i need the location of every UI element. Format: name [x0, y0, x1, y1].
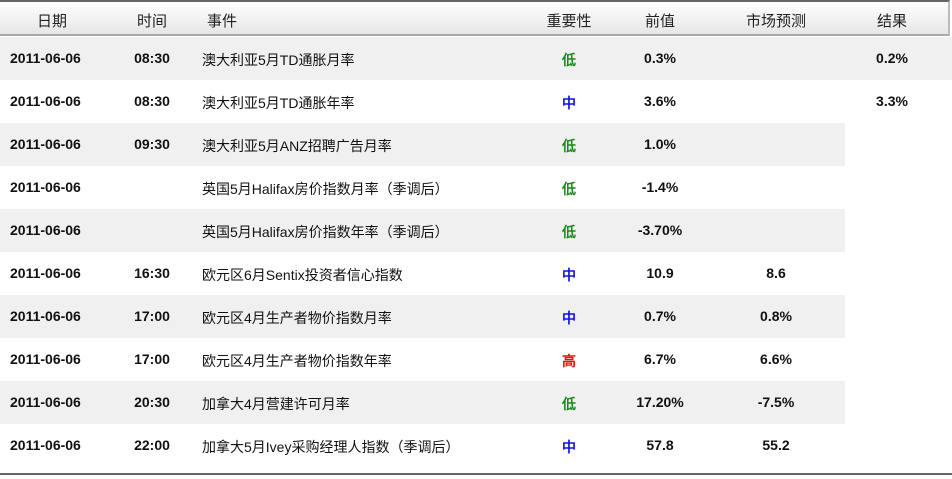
table-bottom-border [0, 473, 952, 475]
cell-importance: 中 [562, 439, 576, 455]
cell-date: 2011-06-06 [10, 437, 81, 453]
cell-date: 2011-06-06 [10, 50, 81, 66]
cell-time: 20:30 [134, 394, 170, 410]
cell-previous: 3.6% [644, 93, 676, 109]
cell-date: 2011-06-06 [10, 394, 81, 410]
cell-forecast: 8.6 [766, 265, 786, 281]
table-row[interactable]: 2011-06-06 16:30 欧元区6月Sentix投资者信心指数 中 10… [0, 252, 952, 295]
cell-date: 2011-06-06 [10, 136, 81, 152]
cell-time: 17:00 [134, 308, 170, 324]
cell-result: 3.3% [876, 93, 908, 109]
table-row[interactable]: 2011-06-06 英国5月Halifax房价指数月率（季调后） 低 -1.4… [0, 166, 952, 209]
cell-previous: 0.3% [644, 50, 676, 66]
cell-previous: 0.7% [644, 308, 676, 324]
cell-time: 08:30 [134, 93, 170, 109]
cell-previous: 6.7% [644, 351, 676, 367]
cell-date: 2011-06-06 [10, 222, 81, 238]
cell-forecast: 0.8% [760, 308, 792, 324]
row-background [0, 37, 952, 80]
cell-importance: 中 [562, 267, 576, 283]
row-background [0, 209, 845, 252]
row-background [0, 295, 845, 338]
cell-event[interactable]: 英国5月Halifax房价指数月率（季调后） [202, 181, 449, 197]
cell-previous: -1.4% [641, 179, 679, 195]
header-previous[interactable]: 前值 [644, 13, 676, 30]
cell-event[interactable]: 澳大利亚5月ANZ招聘广告月率 [202, 138, 392, 154]
table-row[interactable]: 2011-06-06 英国5月Halifax房价指数年率（季调后） 低 -3.7… [0, 209, 952, 252]
cell-date: 2011-06-06 [10, 351, 81, 367]
cell-importance: 低 [562, 181, 576, 197]
cell-event[interactable]: 加拿大4月营建许可月率 [202, 396, 350, 412]
header-importance[interactable]: 重要性 [546, 13, 592, 30]
cell-event[interactable]: 加拿大5月Ivey采购经理人指数（季调后） [202, 439, 460, 455]
cell-event[interactable]: 欧元区6月Sentix投资者信心指数 [202, 267, 403, 283]
cell-importance: 中 [562, 310, 576, 326]
table-row[interactable]: 2011-06-06 17:00 欧元区4月生产者物价指数月率 中 0.7% 0… [0, 295, 952, 338]
header-time[interactable]: 时间 [136, 13, 168, 30]
cell-date: 2011-06-06 [10, 265, 81, 281]
table-row[interactable]: 2011-06-06 20:30 加拿大4月营建许可月率 低 17.20% -7… [0, 381, 952, 424]
cell-time: 22:00 [134, 437, 170, 453]
cell-previous: -3.70% [637, 222, 683, 238]
cell-forecast: -7.5% [757, 394, 795, 410]
table-row[interactable]: 2011-06-06 17:00 欧元区4月生产者物价指数年率 高 6.7% 6… [0, 338, 952, 381]
cell-importance: 低 [562, 52, 576, 68]
cell-importance: 低 [562, 224, 576, 240]
cell-previous: 57.8 [646, 437, 674, 453]
header-event[interactable]: 事件 [207, 13, 238, 30]
cell-event[interactable]: 欧元区4月生产者物价指数年率 [202, 353, 392, 369]
header-forecast[interactable]: 市场预测 [745, 13, 807, 30]
table-row[interactable]: 2011-06-06 08:30 澳大利亚5月TD通胀年率 中 3.6% 3.3… [0, 80, 952, 123]
cell-time: 09:30 [134, 136, 170, 152]
cell-event[interactable]: 澳大利亚5月TD通胀月率 [202, 52, 355, 68]
cell-time: 08:30 [134, 50, 170, 66]
header-result[interactable]: 结果 [876, 13, 908, 30]
cell-previous: 1.0% [644, 136, 676, 152]
cell-event[interactable]: 澳大利亚5月TD通胀年率 [202, 95, 355, 111]
cell-date: 2011-06-06 [10, 308, 81, 324]
cell-importance: 高 [562, 353, 576, 369]
cell-importance: 中 [562, 95, 576, 111]
cell-event[interactable]: 英国5月Halifax房价指数年率（季调后） [202, 224, 449, 240]
cell-time: 16:30 [134, 265, 170, 281]
table-header: 日期 时间 事件 重要性 前值 市场预测 结果 [0, 0, 950, 36]
table-row[interactable]: 2011-06-06 22:00 加拿大5月Ivey采购经理人指数（季调后） 中… [0, 424, 952, 467]
cell-forecast: 6.6% [760, 351, 792, 367]
cell-date: 2011-06-06 [10, 93, 81, 109]
header-date[interactable]: 日期 [36, 13, 68, 30]
cell-result: 0.2% [876, 50, 908, 66]
table-row[interactable]: 2011-06-06 08:30 澳大利亚5月TD通胀月率 低 0.3% 0.2… [0, 37, 952, 80]
cell-importance: 低 [562, 396, 576, 412]
row-background [0, 123, 845, 166]
cell-previous: 17.20% [636, 394, 684, 410]
cell-event[interactable]: 欧元区4月生产者物价指数月率 [202, 310, 392, 326]
table-row[interactable]: 2011-06-06 09:30 澳大利亚5月ANZ招聘广告月率 低 1.0% [0, 123, 952, 166]
cell-previous: 10.9 [646, 265, 674, 281]
cell-forecast: 55.2 [762, 437, 790, 453]
cell-importance: 低 [562, 138, 576, 154]
row-background [0, 381, 845, 424]
cell-time: 17:00 [134, 351, 170, 367]
cell-date: 2011-06-06 [10, 179, 81, 195]
